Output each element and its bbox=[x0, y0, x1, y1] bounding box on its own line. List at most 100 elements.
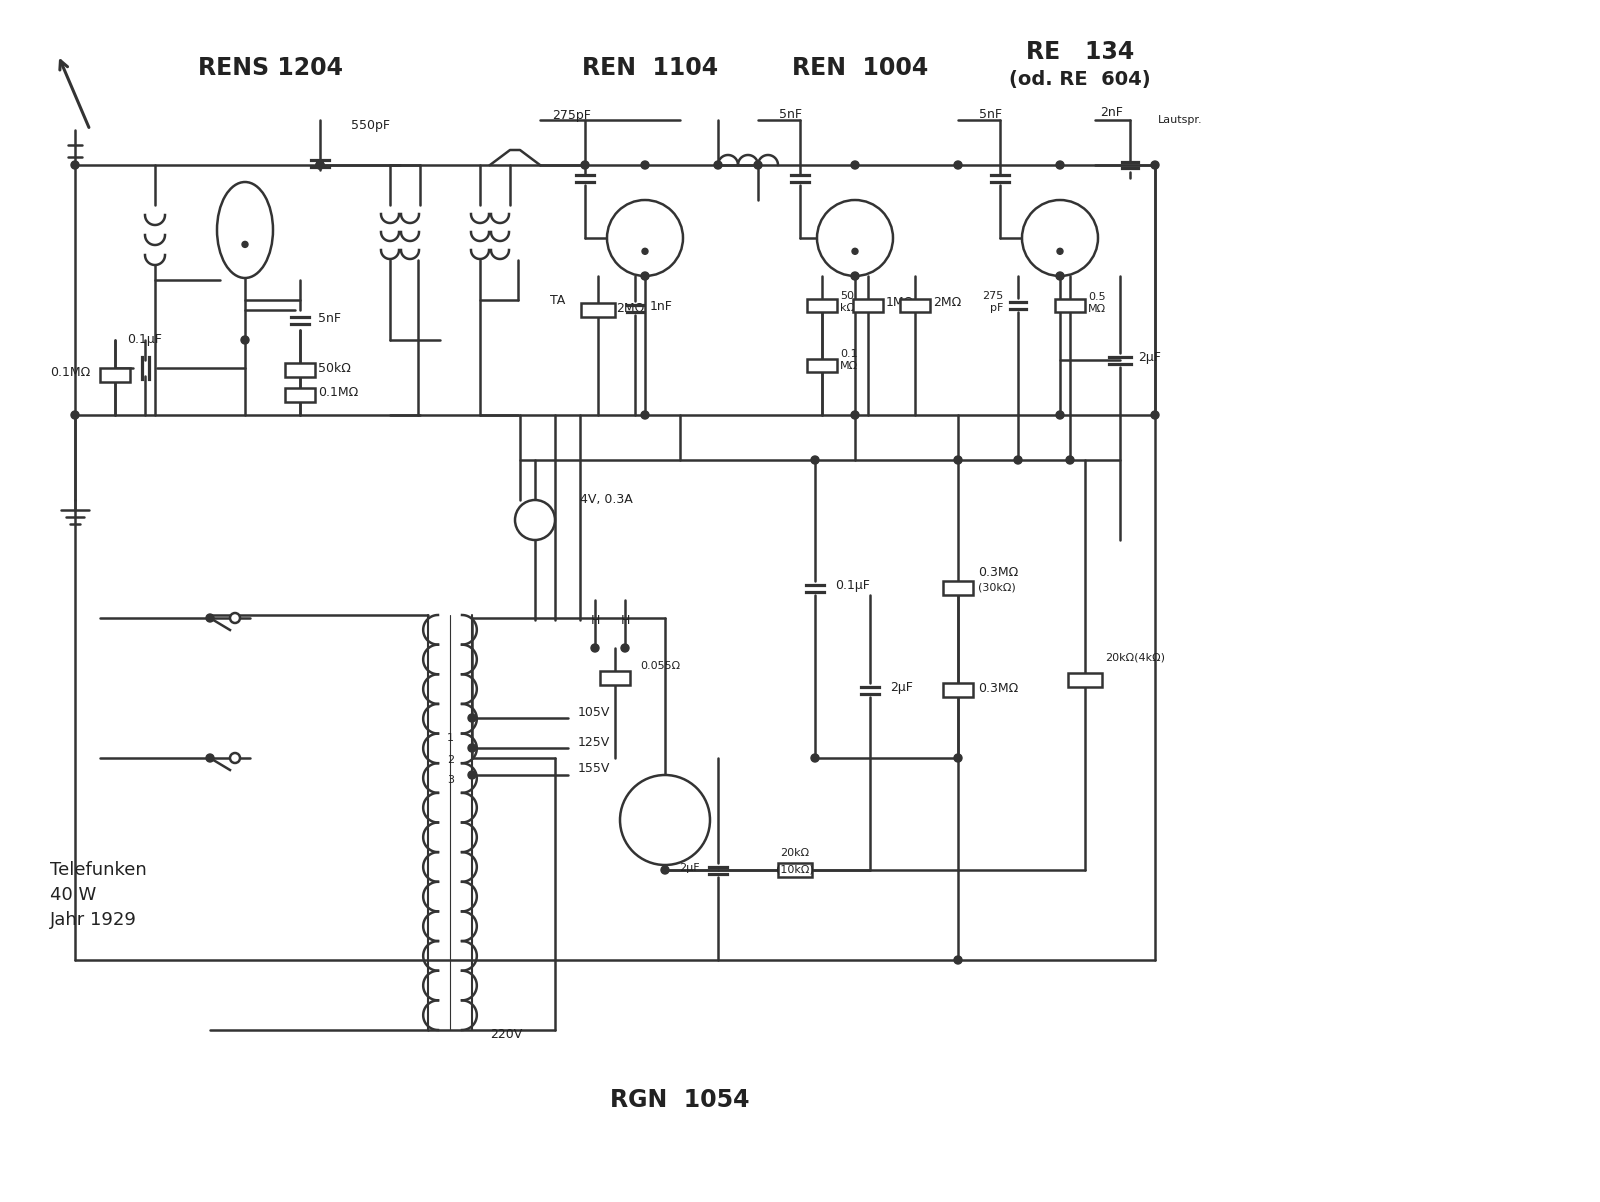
Circle shape bbox=[811, 754, 819, 762]
Text: 0.1μF: 0.1μF bbox=[128, 333, 163, 346]
Text: 2MΩ: 2MΩ bbox=[933, 297, 962, 309]
Text: 5nF: 5nF bbox=[979, 108, 1002, 121]
Text: 125V: 125V bbox=[578, 736, 610, 749]
Text: 1MΩ: 1MΩ bbox=[886, 297, 914, 309]
Circle shape bbox=[1014, 456, 1022, 464]
Circle shape bbox=[754, 161, 762, 169]
Text: 50kΩ: 50kΩ bbox=[318, 362, 350, 375]
Text: 2μF: 2μF bbox=[1138, 351, 1162, 364]
Circle shape bbox=[70, 411, 78, 419]
Text: 0.3MΩ: 0.3MΩ bbox=[978, 566, 1018, 579]
Circle shape bbox=[954, 456, 962, 464]
Text: 220V: 220V bbox=[490, 1029, 522, 1041]
Bar bbox=[942, 683, 973, 697]
Circle shape bbox=[1058, 249, 1062, 255]
Bar bbox=[1069, 673, 1102, 688]
Text: 50
kΩ: 50 kΩ bbox=[840, 291, 854, 313]
Text: RGN  1054: RGN 1054 bbox=[610, 1088, 750, 1112]
Circle shape bbox=[1066, 456, 1074, 464]
Circle shape bbox=[206, 614, 214, 621]
Text: 155V: 155V bbox=[578, 762, 610, 775]
Circle shape bbox=[467, 744, 477, 752]
Circle shape bbox=[581, 161, 589, 169]
Bar bbox=[285, 363, 315, 377]
Text: TA: TA bbox=[550, 293, 566, 307]
Circle shape bbox=[954, 754, 962, 762]
Text: 2MΩ: 2MΩ bbox=[616, 302, 645, 315]
Bar bbox=[778, 863, 813, 877]
Circle shape bbox=[1022, 200, 1098, 276]
Text: Jahr 1929: Jahr 1929 bbox=[50, 911, 138, 929]
Text: Telefunken: Telefunken bbox=[50, 861, 147, 879]
Text: RENS 1204: RENS 1204 bbox=[197, 56, 342, 81]
Text: 20kΩ: 20kΩ bbox=[781, 847, 810, 858]
Circle shape bbox=[621, 775, 710, 865]
Circle shape bbox=[642, 272, 650, 280]
Text: 275pF: 275pF bbox=[552, 108, 592, 121]
Circle shape bbox=[242, 337, 250, 344]
Circle shape bbox=[467, 714, 477, 722]
Circle shape bbox=[851, 161, 859, 169]
Circle shape bbox=[230, 752, 240, 763]
Circle shape bbox=[242, 242, 248, 248]
Text: 5nF: 5nF bbox=[779, 108, 802, 121]
Circle shape bbox=[714, 161, 722, 169]
Circle shape bbox=[642, 161, 650, 169]
Text: 105V: 105V bbox=[578, 706, 610, 719]
Text: (10kΩ): (10kΩ) bbox=[776, 865, 814, 875]
Circle shape bbox=[1056, 272, 1064, 280]
Text: (od. RE  604): (od. RE 604) bbox=[1010, 71, 1150, 89]
Circle shape bbox=[851, 411, 859, 419]
Text: 0.5
MΩ: 0.5 MΩ bbox=[1088, 292, 1106, 314]
Circle shape bbox=[851, 272, 859, 280]
Bar bbox=[899, 298, 930, 311]
Circle shape bbox=[317, 161, 323, 169]
Circle shape bbox=[954, 161, 962, 169]
Circle shape bbox=[1056, 161, 1064, 169]
Circle shape bbox=[661, 865, 669, 874]
Circle shape bbox=[590, 644, 598, 651]
Text: REN  1004: REN 1004 bbox=[792, 56, 928, 81]
Circle shape bbox=[317, 161, 323, 169]
Text: H: H bbox=[621, 613, 630, 626]
Text: RE   134: RE 134 bbox=[1026, 40, 1134, 64]
Text: 3: 3 bbox=[446, 775, 454, 785]
Text: 40 W: 40 W bbox=[50, 886, 96, 904]
Bar bbox=[806, 298, 837, 311]
Text: 4V, 0.3A: 4V, 0.3A bbox=[579, 494, 632, 506]
Bar bbox=[1054, 298, 1085, 311]
Circle shape bbox=[230, 613, 240, 623]
Text: 0.1
MΩ: 0.1 MΩ bbox=[840, 350, 858, 370]
Circle shape bbox=[70, 161, 78, 169]
Text: 2μF: 2μF bbox=[890, 682, 914, 695]
Text: 1: 1 bbox=[446, 733, 454, 743]
Bar bbox=[942, 581, 973, 595]
Text: Lautspr.: Lautspr. bbox=[1158, 115, 1203, 125]
Ellipse shape bbox=[218, 182, 274, 278]
Bar bbox=[581, 303, 614, 317]
Circle shape bbox=[811, 456, 819, 464]
Circle shape bbox=[206, 754, 214, 762]
Circle shape bbox=[642, 411, 650, 419]
Text: 0.3MΩ: 0.3MΩ bbox=[978, 682, 1018, 695]
Bar bbox=[853, 298, 883, 311]
Circle shape bbox=[954, 956, 962, 964]
Text: 0.1μF: 0.1μF bbox=[835, 578, 870, 591]
Circle shape bbox=[1056, 411, 1064, 419]
Bar bbox=[285, 388, 315, 401]
Text: 0.1MΩ: 0.1MΩ bbox=[318, 387, 358, 399]
Circle shape bbox=[606, 200, 683, 276]
Text: H: H bbox=[590, 613, 600, 626]
Text: 0.1MΩ: 0.1MΩ bbox=[50, 367, 90, 380]
Text: 2nF: 2nF bbox=[1101, 107, 1123, 119]
Text: 2: 2 bbox=[446, 755, 454, 764]
Text: 275
pF: 275 pF bbox=[982, 291, 1003, 313]
Text: 0.055Ω: 0.055Ω bbox=[640, 661, 680, 671]
Text: 20kΩ(4kΩ): 20kΩ(4kΩ) bbox=[1106, 653, 1165, 664]
Bar bbox=[600, 671, 630, 685]
Text: 1nF: 1nF bbox=[650, 300, 674, 314]
Circle shape bbox=[621, 644, 629, 651]
Circle shape bbox=[1150, 411, 1158, 419]
Text: (30kΩ): (30kΩ) bbox=[978, 583, 1016, 593]
Circle shape bbox=[642, 249, 648, 255]
